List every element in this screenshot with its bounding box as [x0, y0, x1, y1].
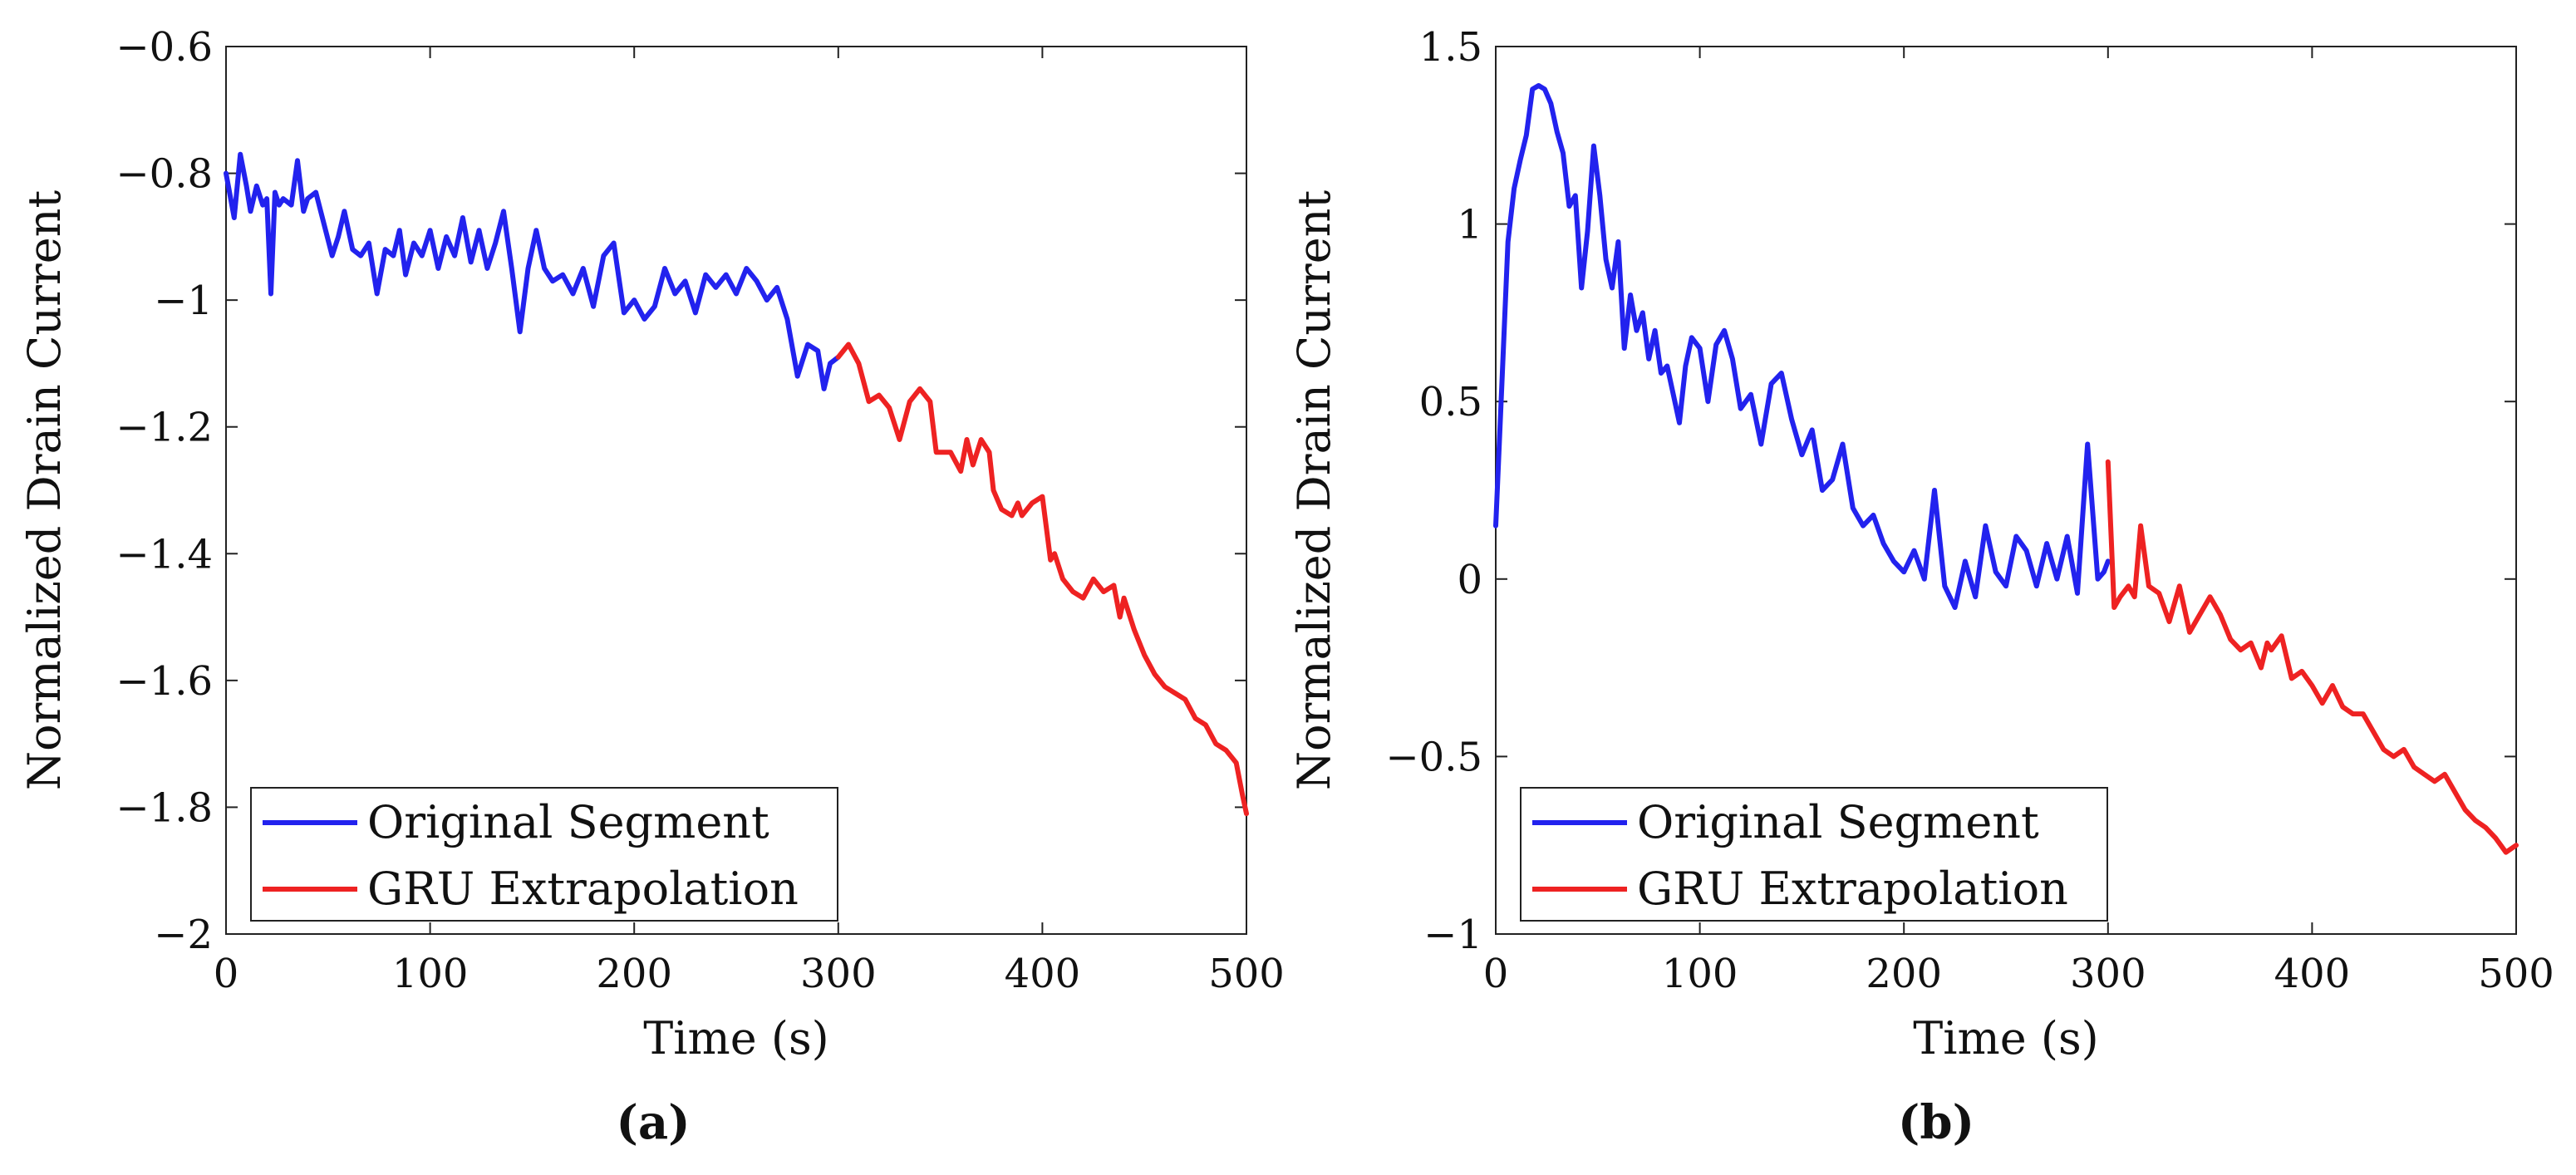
y-tick-label: −2	[154, 912, 213, 958]
y-tick-label: −1.2	[116, 405, 213, 451]
y-tick-label: 1	[1457, 202, 1482, 248]
y-tick-label: −1.4	[116, 531, 213, 578]
x-tick-label: 500	[2478, 951, 2554, 997]
x-axis-label: Time (s)	[643, 1012, 828, 1064]
y-tick-label: 0.5	[1419, 379, 1482, 425]
y-tick-label: −0.6	[116, 24, 213, 71]
y-axis-label: Normalized Drain Current	[18, 190, 71, 791]
y-tick-label: 1.5	[1419, 24, 1482, 71]
legend-box	[250, 787, 838, 922]
x-tick-label: 300	[2070, 951, 2146, 997]
x-tick-label: 400	[1005, 951, 1081, 997]
legend-entry-label: Original Segment	[1637, 796, 2039, 848]
y-tick-label: −1	[154, 278, 213, 324]
panel-caption: (b)	[1898, 1095, 1974, 1150]
series-line-gru-extrapolation	[2105, 459, 2519, 855]
series-line-original-segment	[1493, 83, 2111, 610]
y-tick-label: −1.8	[116, 784, 213, 831]
legend-box	[1520, 787, 2108, 922]
legend-entry-label: GRU Extrapolation	[367, 863, 799, 915]
y-tick-label: −1	[1423, 912, 1482, 958]
y-tick-label: −1.6	[116, 658, 213, 705]
legend-entry-label: Original Segment	[367, 796, 769, 848]
x-tick-label: 200	[1866, 951, 1942, 997]
y-tick-label: −0.5	[1385, 734, 1482, 780]
y-axis-label: Normalized Drain Current	[1288, 190, 1340, 791]
x-tick-label: 300	[800, 951, 877, 997]
chart-panel-a: 0 100 200 300 400 500 −2 −1.8 −1.6 −1.4 −1.2 −1 −0.8…	[18, 24, 1285, 1150]
x-tick-label: 400	[2274, 951, 2351, 997]
series-line-original-segment	[224, 151, 841, 391]
chart-panel-b: 0 100 200 300 400 500 −1 −0.5 0 0.5 1 1.5 Time (s) No…	[1288, 24, 2554, 1150]
x-tick-label: 200	[596, 951, 672, 997]
x-tick-label: 0	[214, 951, 239, 997]
x-tick-label: 0	[1483, 951, 1509, 997]
series-line-gru-extrapolation	[835, 342, 1249, 817]
x-axis-label: Time (s)	[1913, 1012, 2098, 1064]
panel-caption: (a)	[616, 1095, 690, 1150]
legend-entry-label: GRU Extrapolation	[1637, 863, 2068, 915]
plot-area-frame	[1495, 46, 2517, 935]
x-tick-label: 100	[392, 951, 469, 997]
y-tick-label: −0.8	[116, 151, 213, 198]
x-tick-label: 100	[1662, 951, 1738, 997]
y-tick-label: 0	[1457, 557, 1482, 603]
x-tick-label: 500	[1208, 951, 1285, 997]
plot-area-frame	[225, 46, 1247, 935]
